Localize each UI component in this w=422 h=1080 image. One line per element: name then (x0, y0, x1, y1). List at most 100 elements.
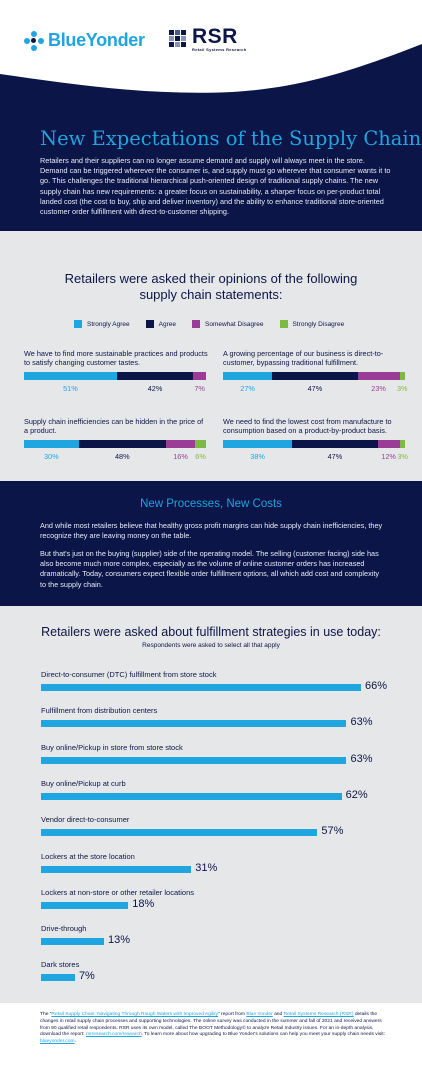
legend-item: Agree (145, 320, 176, 328)
statement-text: We have to find more sustainable practic… (24, 349, 208, 368)
rsr-logo: RSR Retail Systems Research (167, 25, 247, 52)
bar-segment (24, 440, 79, 448)
bar-segment (165, 440, 196, 448)
fulfillment-value: 57% (321, 825, 344, 838)
rsr-research-link[interactable]: rsrresearch.com/research (85, 1032, 142, 1038)
statement-block: A growing percentage of our business is … (223, 349, 408, 394)
stacked-bar (24, 372, 206, 380)
rsr-link[interactable]: Retail Systems Research (RSR) (283, 1012, 354, 1017)
footer-text-5: . To learn more about how upgrading to B… (141, 1032, 386, 1038)
bar-segment (223, 372, 273, 380)
legend-item: Somewhat Disagree (192, 320, 264, 328)
fulfillment-row: Dark stores 7% (41, 960, 401, 992)
fulfillment-row: Fulfillment from distribution centers 63% (41, 706, 401, 738)
fulfillment-row: Buy online/Pickup in store from store st… (41, 743, 401, 775)
fulfillment-row: Direct-to-consumer (DTC) fulfillment fro… (41, 670, 401, 702)
report-link[interactable]: Retail Supply Chain: Navigating Through … (51, 1012, 219, 1017)
bar-segment (399, 440, 405, 448)
legend-label: Strongly Disagree (292, 320, 345, 328)
segment-label: 48% (114, 452, 130, 461)
blueyonder-logo-text: BlueYonder (48, 30, 145, 50)
fulfillment-label: Lockers at the store location (41, 851, 135, 861)
fulfillment-bar (41, 974, 75, 982)
legend-swatch (74, 320, 82, 328)
statement-block: We need to find the lowest cost from man… (223, 417, 408, 462)
fulfillment-bar (41, 901, 129, 909)
segment-label: 12% (381, 452, 396, 461)
legend-label: Somewhat Disagree (205, 320, 264, 328)
footer-text-3: and (272, 1012, 284, 1017)
bar-segment (223, 440, 293, 448)
fulfillment-row: Drive-through 13% (41, 924, 401, 956)
blueyonder-link[interactable]: Blue Yonder (246, 1012, 273, 1017)
segment-label: 47% (327, 452, 343, 461)
segment-label: 47% (307, 384, 323, 393)
processes-section: New Processes, New Costs And while most … (0, 481, 422, 606)
segment-label: 42% (147, 384, 163, 393)
stacked-bar (223, 440, 405, 448)
fulfillment-bar (41, 720, 347, 728)
blueyonder-site-link[interactable]: blueyonder.com (40, 1039, 75, 1045)
fulfillment-row: Lockers at the store location 31% (41, 852, 401, 884)
fulfillment-row: Buy online/Pickup at curb 62% (41, 779, 401, 811)
rsr-mark-icon (169, 29, 186, 47)
opinions-title-line2: supply chain statements: (139, 287, 283, 302)
bar-segment (357, 372, 400, 380)
fulfillment-bar (41, 865, 192, 873)
rsr-logo-subtext: Retail Systems Research (192, 47, 247, 52)
fulfillment-value: 63% (350, 752, 373, 765)
rsr-logo-text: RSR (192, 25, 238, 48)
fulfillment-value: 66% (365, 680, 388, 692)
fulfillment-title: Retailers were asked about fulfillment s… (41, 625, 381, 639)
segment-label: 51% (63, 384, 78, 393)
processes-title: New Processes, New Costs (140, 498, 282, 510)
segment-label: 23% (371, 384, 386, 393)
bar-segment (195, 440, 206, 448)
bar-segment (193, 372, 206, 380)
fulfillment-section: Retailers were asked about fulfillment s… (0, 606, 422, 1003)
bar-segment (116, 372, 194, 380)
stacked-bar (24, 440, 206, 448)
intro-paragraph: Retailers and their suppliers can no lon… (40, 156, 391, 217)
legend-item: Strongly Disagree (279, 320, 345, 328)
fulfillment-value: 63% (350, 716, 373, 729)
segment-label: 38% (250, 452, 265, 461)
segment-label: 6% (195, 452, 206, 461)
fulfillment-value: 13% (108, 934, 131, 947)
legend-swatch (279, 320, 288, 328)
fulfillment-value: 18% (132, 897, 155, 910)
legend-swatch (192, 320, 200, 328)
legend-label: Strongly Agree (87, 320, 130, 328)
statement-block: We have to find more sustainable practic… (24, 349, 209, 394)
bar-segment (24, 372, 117, 380)
processes-paragraph-1: And while most retailers believe that he… (40, 521, 383, 541)
stacked-bar (223, 372, 405, 380)
bar-segment (292, 440, 378, 448)
header-banner: BlueYonder RSR Retail Systems Research N… (0, 0, 422, 231)
segment-label: 30% (43, 452, 59, 461)
bar-segment (399, 372, 405, 380)
processes-paragraph-2: But that's just on the buying (supplier)… (40, 549, 380, 589)
footer-text-2: ” report from (218, 1012, 247, 1017)
footer-text-6: . (74, 1039, 76, 1045)
fulfillment-bar (41, 756, 347, 764)
header-white-curve (0, 0, 422, 93)
segment-label: 27% (240, 384, 255, 393)
fulfillment-value: 62% (345, 788, 368, 801)
page-title: New Expectations of the Supply Chain (40, 127, 422, 150)
bar-segment (272, 372, 358, 380)
bar-segment (377, 440, 400, 448)
fulfillment-label: Vendor direct-to-consumer (41, 815, 130, 825)
fulfillment-label: Drive-through (41, 924, 87, 934)
fulfillment-subtitle: Respondents were asked to select all tha… (142, 642, 280, 649)
statement-text: A growing percentage of our business is … (223, 349, 384, 368)
fulfillment-bar (41, 829, 318, 837)
segment-label: 3% (397, 452, 408, 461)
footer-note: The “Retail Supply Chain: Navigating Thr… (40, 1012, 390, 1046)
statement-text: We need to find the lowest cost from man… (223, 417, 392, 436)
bar-segment (78, 440, 166, 448)
legend-swatch (145, 320, 154, 328)
fulfillment-label: Direct-to-consumer (DTC) fulfillment fro… (41, 670, 217, 679)
fulfillment-label: Lockers at non-store or other retailer l… (41, 887, 194, 897)
fulfillment-bar (41, 792, 342, 800)
